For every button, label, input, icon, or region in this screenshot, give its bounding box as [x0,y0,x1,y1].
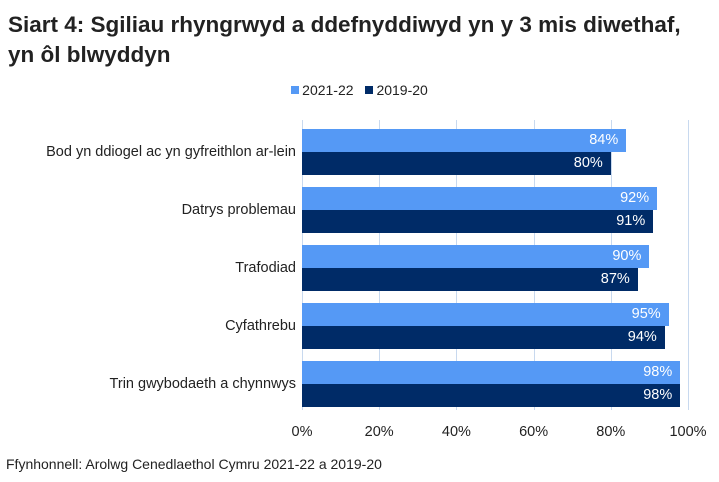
category-label: Cyfathrebu [225,318,296,334]
category-label: Trin gwybodaeth a chynnwys [109,376,296,392]
legend-label: 2021-22 [302,82,354,98]
bar-2021-22: 84% [302,129,627,152]
x-tick-label: 60% [519,424,549,440]
legend-item-2021-22: 2021-22 [291,82,354,98]
plot-area: 84% 80% 92% 91% 90% 87% 95% 94% 98% 98% [302,120,689,410]
source-note: Ffynhonnell: Arolwg Cenedlaethol Cymru 2… [6,456,382,472]
legend: 2021-22 2019-20 [0,82,719,98]
legend-swatch-2019-20 [365,86,374,94]
x-tick-label: 0% [291,424,313,440]
bar-2019-20: 94% [302,326,665,349]
x-tick-label: 100% [669,424,707,440]
legend-label: 2019-20 [376,82,428,98]
category-label: Datrys problemau [181,202,296,218]
bar-value-label: 94% [627,329,657,345]
gridline [688,120,689,410]
bar-value-label: 84% [589,132,619,148]
bar-value-label: 90% [612,248,642,264]
bar-2019-20: 87% [302,268,638,291]
bar-value-label: 98% [643,364,673,380]
bar-2021-22: 90% [302,245,650,268]
chart-title: Siart 4: Sgiliau rhyngrwyd a ddefnyddiwy… [8,12,681,67]
x-tick-label: 20% [364,424,394,440]
bar-value-label: 95% [631,306,661,322]
bar-value-label: 98% [643,387,673,403]
bar-value-label: 87% [600,271,630,287]
bar-value-label: 80% [573,155,603,171]
bar-2019-20: 80% [302,152,611,175]
bar-2021-22: 98% [302,361,681,384]
bar-2019-20: 91% [302,210,654,233]
bar-value-label: 91% [616,213,646,229]
x-tick-label: 40% [441,424,471,440]
bar-value-label: 92% [620,190,650,206]
category-label: Trafodiad [235,260,296,276]
category-label: Bod yn ddiogel ac yn gyfreithlon ar-lein [46,144,296,160]
bar-2021-22: 95% [302,303,669,326]
bar-2019-20: 98% [302,384,681,407]
legend-item-2019-20: 2019-20 [365,82,428,98]
bar-2021-22: 92% [302,187,658,210]
legend-swatch-2021-22 [291,86,300,94]
x-tick-label: 80% [596,424,626,440]
